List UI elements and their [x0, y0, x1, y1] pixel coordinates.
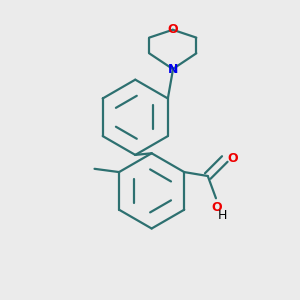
- Text: O: O: [227, 152, 238, 165]
- Text: N: N: [168, 62, 178, 76]
- Text: O: O: [167, 23, 178, 36]
- Text: O: O: [211, 201, 222, 214]
- Text: H: H: [218, 209, 227, 222]
